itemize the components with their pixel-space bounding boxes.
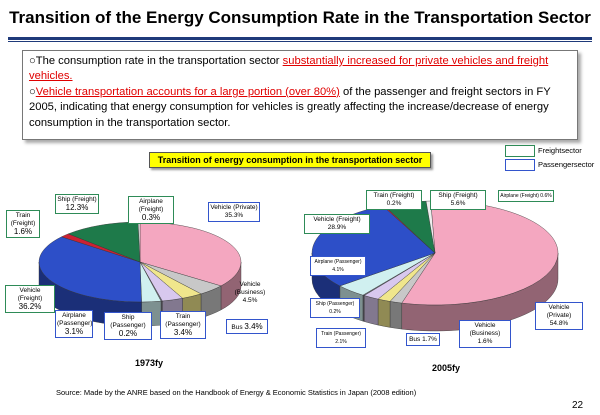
pie-side-vehicle-business-: [389, 301, 402, 330]
label-1973-airplane-passenger: Airplane (Passenger) 3.1%: [55, 310, 93, 338]
label-1973-ship-freight: Ship (Freight) 12.3%: [55, 194, 99, 214]
label-1973-train-passenger: Train (Passenger) 3.4%: [160, 311, 206, 339]
label-2005-ship-passenger: Ship (Passenger) 0.2%: [310, 298, 360, 318]
label-2005-vehicle-freight: Vehicle (Freight) 28.9%: [304, 214, 370, 234]
label-1973-ship-passenger: Ship (Passenger) 0.2%: [104, 312, 152, 340]
summary-box: ○The consumption rate in the transportat…: [22, 50, 578, 140]
page-title: Transition of the Energy Consumption Rat…: [9, 8, 591, 27]
label-2005-ship-freight: Ship (Freight) 5.6%: [430, 190, 486, 210]
bullet-2: ○Vehicle transportation accounts for a l…: [29, 85, 551, 129]
pie-1973fy: [38, 221, 242, 327]
page-number: 22: [572, 400, 584, 411]
pie-side-bus: [377, 298, 391, 328]
label-2005-train-freight: Train (Freight) 0.2%: [366, 190, 422, 210]
label-1973-vehicle-business: Vehicle (Business) 4.5%: [234, 281, 266, 304]
label-2005-airplane-freight: Airplane (Freight) 0.6%: [498, 190, 554, 202]
chart-subtitle: Transition of energy consumption in the …: [149, 152, 431, 168]
label-2005-vehicle-business: Vehicle (Business) 1.6%: [459, 320, 511, 348]
label-2005-bus: Bus 1.7%: [406, 333, 440, 346]
pie-slice-vehicle-freight-: [38, 236, 142, 303]
year-1973: 1973fy: [135, 358, 164, 368]
label-1973-vehicle-freight: Vehicle (Freight) 36.2%: [5, 285, 55, 313]
label-1973-airplane-freight: Airplane (Freight) 0.3%: [128, 196, 174, 224]
bullet-1: ○The consumption rate in the transportat…: [29, 55, 549, 83]
legend-passenger-label: Passengersector: [538, 160, 595, 169]
pie-slice-vehicle-private-: [401, 200, 559, 306]
legend-passenger-swatch: [505, 159, 535, 171]
source-note: Source: Made by the ANRE based on the Ha…: [56, 388, 417, 397]
label-1973-vehicle-private: Vehicle (Private) 35.3%: [208, 202, 260, 222]
pie-side-train-passenger-: [363, 295, 379, 326]
legend-freight-swatch: [505, 145, 535, 157]
label-1973-bus: Bus 3.4%: [226, 319, 268, 334]
year-2005: 2005fy: [432, 363, 461, 373]
label-1973-train-freight: Train (Freight) 1.6%: [6, 210, 40, 238]
title-rule-thin: [8, 41, 592, 42]
label-2005-train-passenger: Train (Passenger) 2.1%: [316, 328, 366, 348]
label-2005-vehicle-private: Vehicle (Private) 54.8%: [535, 302, 583, 330]
title-rule: [8, 37, 592, 40]
legend-freight-label: Freightsector: [538, 146, 582, 155]
label-2005-airplane-passenger: Airplane (Passenger) 4.1%: [310, 256, 366, 276]
